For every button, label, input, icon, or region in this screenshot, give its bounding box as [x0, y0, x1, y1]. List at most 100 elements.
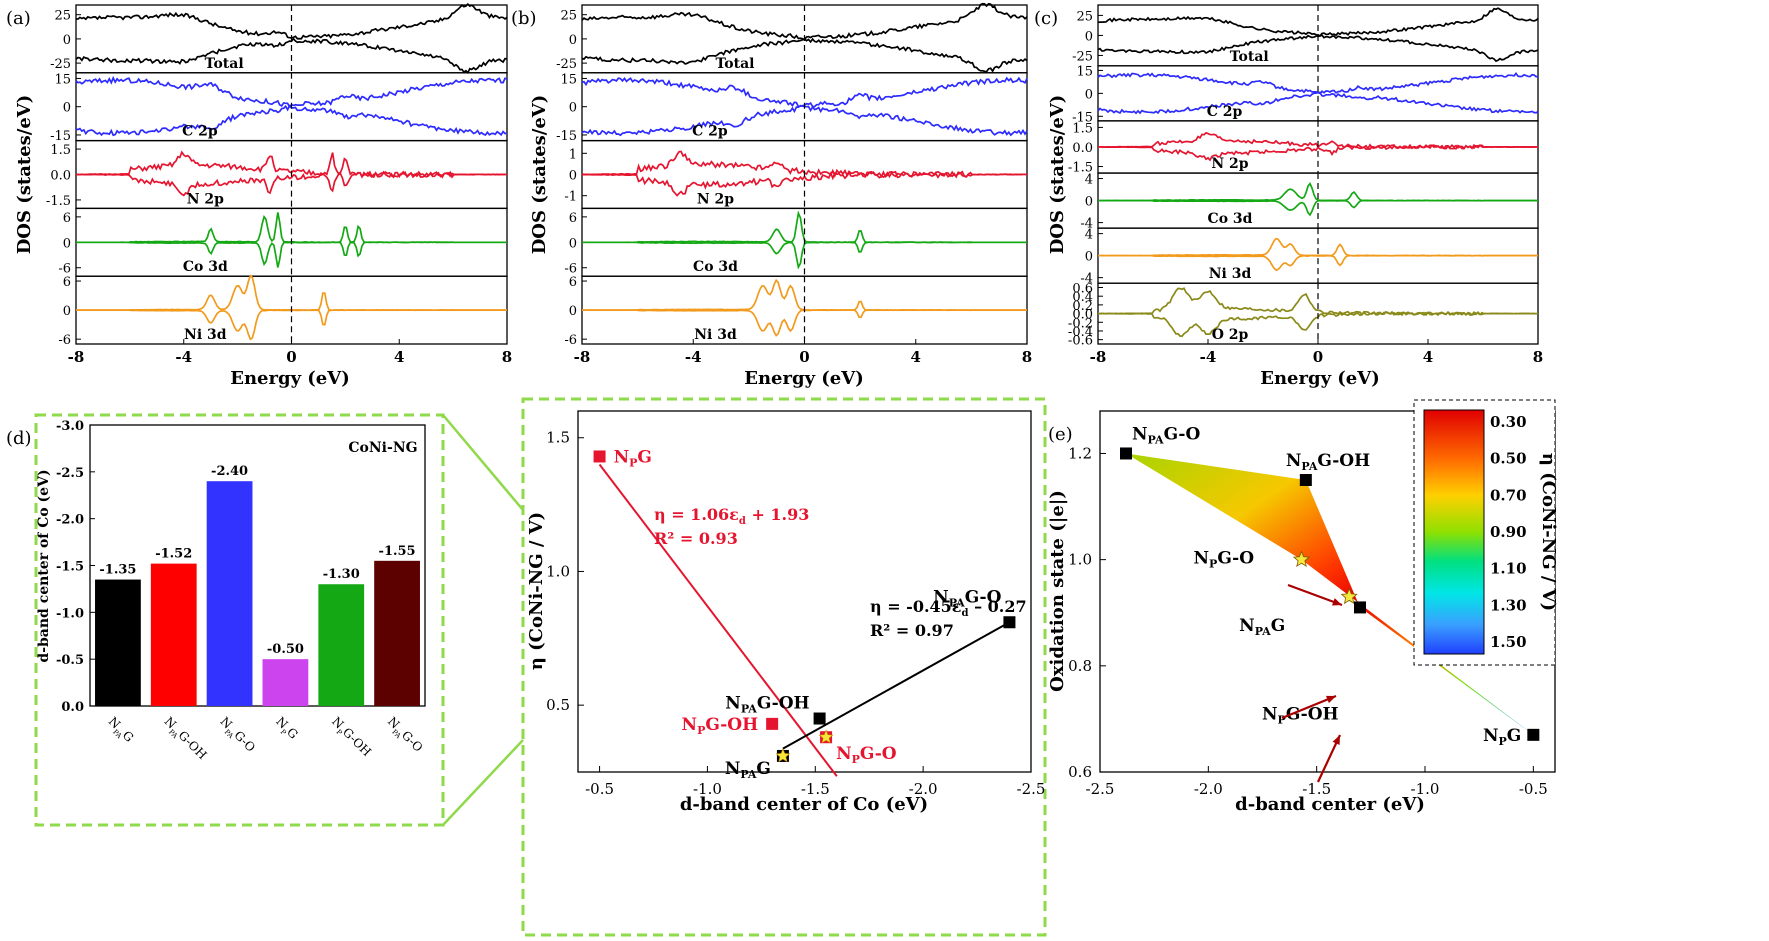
label-suffix: G [1271, 616, 1286, 636]
label-subscript: P [852, 753, 860, 766]
y-tick-label: 0 [569, 33, 577, 48]
y-tick-label: -1.5 [56, 560, 84, 575]
y-tick-label: 0.2 [1072, 299, 1093, 314]
y-tick-label: 15 [54, 72, 71, 87]
x-tick-label: -1.5 [1302, 780, 1331, 798]
label-suffix: G-O [231, 728, 258, 755]
label-suffix: G-OH [1317, 451, 1370, 471]
label-suffix: G [1507, 726, 1522, 746]
x-tick-label: 8 [1022, 348, 1032, 366]
y-tick-label: 0 [569, 169, 577, 184]
label-suffix: G [284, 725, 301, 742]
star-marker [1340, 587, 1358, 605]
series-label: C 2p [1207, 104, 1243, 120]
label-subscript: P [629, 456, 637, 469]
y-tick-label: 0.6 [1068, 763, 1092, 781]
series-label: Co 3d [183, 259, 228, 275]
data-point-marker [813, 712, 826, 725]
x-tick-label: -1.0 [1411, 780, 1440, 798]
y-tick-label: 0 [569, 236, 577, 251]
label-main: N [1239, 616, 1255, 636]
y-tick-label: -25 [1072, 49, 1093, 64]
category-label: NPG [271, 714, 301, 744]
eq-subscript: d [962, 608, 969, 619]
label-main: N [933, 587, 949, 607]
y-tick-label: 1.0 [1068, 551, 1092, 569]
label-main: N [1286, 451, 1302, 471]
y-axis-title: η (CoNi-NG / V) [526, 512, 547, 670]
bar-value-label: -1.52 [155, 547, 192, 562]
eq-rest: + 1.93 [746, 505, 810, 524]
fit-equation: η = 1.06εd + 1.93 [654, 505, 809, 527]
colorbar [1423, 409, 1485, 655]
zoom-source-box [34, 413, 445, 827]
fit-r2: R² = 0.97 [870, 621, 954, 640]
dos-curve-total-down [75, 37, 508, 75]
y-tick-label: 6 [63, 275, 71, 290]
x-tick-label: -8 [1090, 348, 1107, 366]
y-tick-label: -4 [1080, 272, 1093, 287]
y-tick-label: 6 [569, 275, 577, 290]
fit-equation: η = -0.45εd – 0.27 [870, 597, 1027, 619]
y-tick-label: 0 [1085, 87, 1093, 102]
data-point-marker [1354, 601, 1366, 614]
label-main: N [1132, 424, 1148, 444]
dos-curve-co3d-up [76, 212, 507, 244]
bar [95, 579, 141, 706]
star-marker [818, 729, 834, 744]
category-label: NPAG-O [383, 714, 426, 757]
series-label: O 2p [1212, 327, 1249, 343]
x-axis-title: Energy (eV) [744, 368, 864, 389]
label-main: N [725, 759, 741, 779]
zoom-connector [442, 414, 524, 511]
bar-value-label: -1.55 [379, 544, 416, 559]
legend-text: CoNi-NG [348, 440, 417, 456]
series-label: Total [205, 56, 244, 72]
y-tick-label: 1.5 [50, 143, 71, 158]
series-label: Ni 3d [184, 327, 227, 343]
arrow-head [1332, 735, 1340, 745]
x-tick-label: -1.5 [801, 780, 830, 798]
bar-value-label: -1.35 [99, 563, 136, 578]
dos-curve-ni3d-up [582, 278, 1027, 312]
colorbar-title: η (CoNi-NG / V) [1538, 453, 1559, 611]
dos-panel-1: (b) 25 0 -25 Total 15 0 -15 C 2p 1 0 -1 N 2p 6 0 -6 Co 3… [511, 2, 1032, 389]
x-tick-label: 4 [911, 348, 921, 366]
dos-curve-total-down [1097, 33, 1539, 63]
label-main: N [836, 744, 852, 764]
dos-curve-total-up [1097, 7, 1539, 38]
data-point-marker [1003, 616, 1016, 629]
x-axis-title: d-band center (eV) [1235, 794, 1425, 815]
y-tick-label: -0.6 [1068, 334, 1093, 349]
label-subscript: P [1499, 735, 1507, 748]
data-point-marker [1120, 447, 1132, 460]
fit-line [598, 463, 838, 777]
label-main: N [1194, 549, 1210, 569]
y-tick-label: 1 [569, 147, 577, 162]
panel-tag: (d) [6, 428, 32, 449]
x-tick-label: -0.5 [1519, 780, 1548, 798]
y-tick-label: -15 [1072, 110, 1093, 125]
bar [318, 584, 365, 706]
label-suffix: G-OH [705, 715, 758, 735]
label-subscript: P [1278, 713, 1286, 726]
dos-curve-n2p-down [75, 170, 507, 197]
label-subscript: PA [1301, 460, 1317, 473]
label-subscript: P [1209, 558, 1217, 571]
zoom-connector [442, 739, 524, 826]
x-tick-label: 0 [1313, 348, 1323, 366]
label-main: N [725, 694, 741, 714]
data-point-marker [1299, 474, 1312, 487]
point-label: NPAG [725, 759, 771, 781]
y-tick-label: 6 [63, 211, 71, 226]
x-tick-label: 4 [1423, 348, 1433, 366]
dos-curve-o2p-up [1097, 287, 1538, 317]
x-tick-label: 8 [1533, 348, 1543, 366]
bar-value-label: -1.30 [323, 567, 360, 582]
label-suffix: G-OH [176, 728, 210, 762]
point-label: NPG [1483, 726, 1521, 748]
y-tick-label: -1.5 [1068, 161, 1093, 176]
colorbar-tick-label: 0.30 [1490, 413, 1527, 431]
y-axis-title: DOS (states/eV) [14, 95, 35, 255]
y-tick-label: 4 [1085, 228, 1093, 243]
